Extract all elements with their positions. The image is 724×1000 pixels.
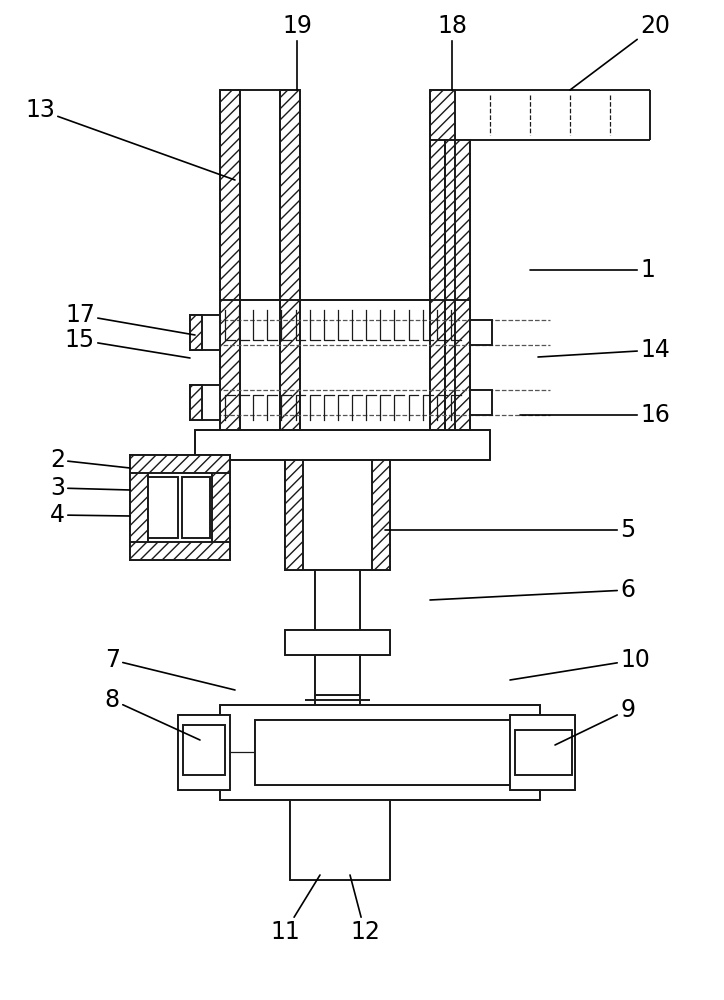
- Bar: [280, 90, 300, 430]
- Bar: [190, 315, 220, 350]
- Text: 19: 19: [282, 14, 312, 90]
- Bar: [130, 455, 230, 473]
- Bar: [515, 730, 572, 775]
- Bar: [445, 140, 470, 430]
- Bar: [182, 477, 210, 538]
- Bar: [212, 455, 230, 560]
- Text: 7: 7: [105, 648, 235, 690]
- Text: 2: 2: [50, 448, 130, 472]
- Bar: [510, 715, 575, 790]
- Bar: [190, 385, 202, 420]
- Bar: [130, 455, 230, 560]
- Text: 11: 11: [270, 875, 320, 944]
- Bar: [220, 705, 540, 800]
- Bar: [148, 477, 178, 538]
- Text: 8: 8: [105, 688, 200, 740]
- Bar: [195, 430, 490, 460]
- Bar: [190, 385, 220, 420]
- Text: 9: 9: [555, 698, 635, 745]
- Bar: [315, 570, 360, 630]
- Text: 13: 13: [25, 98, 235, 180]
- Bar: [285, 460, 390, 570]
- Bar: [190, 315, 202, 350]
- Bar: [470, 390, 492, 415]
- Text: 16: 16: [520, 403, 670, 427]
- Bar: [183, 725, 225, 775]
- Bar: [315, 655, 360, 695]
- Bar: [255, 720, 510, 785]
- Text: 14: 14: [538, 338, 670, 362]
- Bar: [430, 140, 455, 430]
- Text: 10: 10: [510, 648, 650, 680]
- Text: 5: 5: [385, 518, 635, 542]
- Bar: [285, 460, 303, 570]
- Bar: [285, 630, 390, 655]
- Bar: [130, 455, 148, 560]
- Bar: [178, 715, 230, 790]
- Bar: [220, 90, 240, 430]
- Bar: [130, 542, 230, 560]
- Bar: [220, 300, 470, 430]
- Text: 18: 18: [437, 14, 467, 90]
- Bar: [470, 320, 492, 345]
- Text: 1: 1: [530, 258, 655, 282]
- Text: 3: 3: [50, 476, 130, 500]
- Text: 4: 4: [50, 503, 130, 527]
- Text: 15: 15: [65, 328, 190, 358]
- Bar: [290, 800, 390, 880]
- Text: 12: 12: [350, 875, 380, 944]
- Text: 17: 17: [65, 303, 195, 335]
- Bar: [372, 460, 390, 570]
- Text: 6: 6: [430, 578, 635, 602]
- Text: 20: 20: [570, 14, 670, 90]
- Bar: [430, 90, 455, 140]
